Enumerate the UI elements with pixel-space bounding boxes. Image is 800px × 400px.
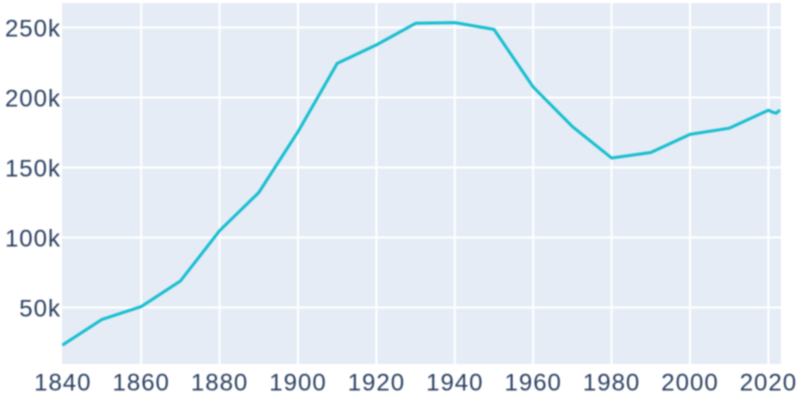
svg-text:1920: 1920	[348, 370, 405, 397]
svg-text:150k: 150k	[5, 156, 61, 183]
svg-text:200k: 200k	[5, 86, 61, 113]
svg-text:100k: 100k	[5, 226, 61, 253]
svg-text:250k: 250k	[5, 16, 61, 43]
svg-text:2020: 2020	[740, 370, 797, 397]
svg-text:1840: 1840	[34, 370, 91, 397]
svg-text:1900: 1900	[269, 370, 326, 397]
svg-text:1980: 1980	[583, 370, 640, 397]
svg-text:1860: 1860	[113, 370, 170, 397]
svg-text:2000: 2000	[661, 370, 718, 397]
svg-text:1960: 1960	[505, 370, 562, 397]
svg-text:1940: 1940	[426, 370, 483, 397]
svg-text:50k: 50k	[19, 296, 61, 323]
svg-text:1880: 1880	[191, 370, 248, 397]
